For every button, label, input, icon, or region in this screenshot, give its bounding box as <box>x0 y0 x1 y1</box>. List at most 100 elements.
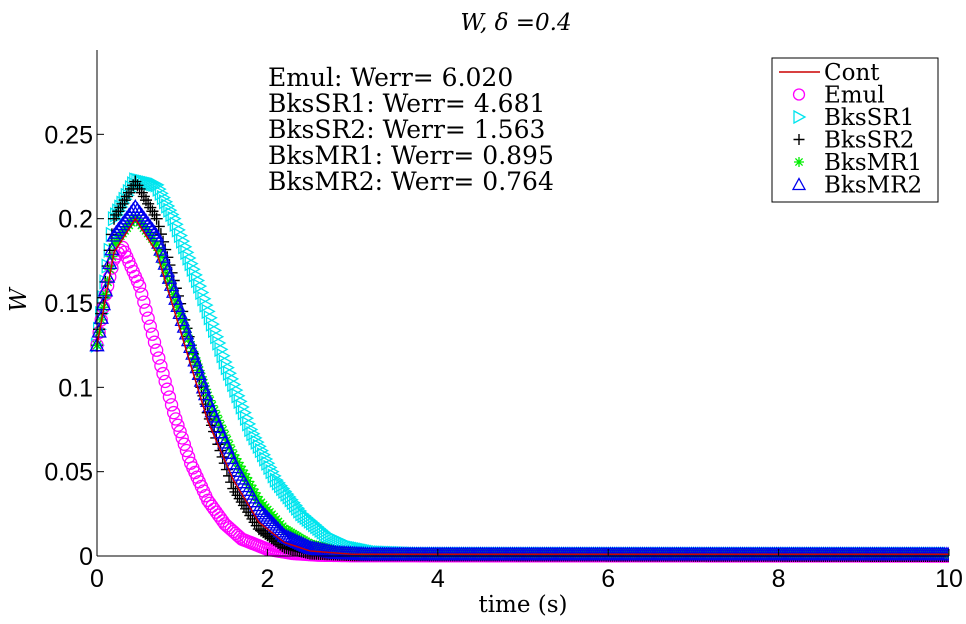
data-point <box>141 311 155 325</box>
data-point <box>180 244 195 261</box>
data-point <box>178 239 193 255</box>
data-point <box>246 483 258 495</box>
data-point <box>149 343 164 357</box>
data-point <box>185 345 201 360</box>
legend-swatch <box>793 134 805 145</box>
data-point <box>106 251 118 263</box>
data-point <box>172 301 184 313</box>
data-point <box>176 233 191 249</box>
series-bkssr2 <box>90 175 956 563</box>
legend-item-bkssr2: BksSR2 <box>793 128 914 154</box>
data-point <box>180 332 197 347</box>
y-axis-label: W <box>6 286 32 312</box>
data-point <box>186 261 201 277</box>
data-point <box>143 319 157 333</box>
x-tick-label: 10 <box>935 565 963 593</box>
data-point <box>167 210 182 227</box>
legend-label: Cont <box>824 60 880 86</box>
data-point <box>176 318 193 333</box>
data-point <box>160 382 174 396</box>
data-point <box>173 227 189 244</box>
data-point <box>177 437 192 451</box>
data-point <box>229 382 244 398</box>
series-cont <box>96 217 949 556</box>
legend-swatch <box>792 88 806 101</box>
data-point <box>203 310 218 326</box>
data-point <box>99 268 116 283</box>
data-point <box>174 311 190 327</box>
data-point <box>153 244 165 256</box>
data-point <box>242 475 254 487</box>
data-point <box>187 352 203 367</box>
data-point <box>137 295 151 309</box>
data-point <box>244 479 256 491</box>
legend-swatch <box>794 157 804 167</box>
data-point <box>210 329 225 345</box>
data-point <box>191 358 203 370</box>
legend-swatch <box>791 177 807 191</box>
legend-item-bksmr1: BksMR1 <box>794 150 922 176</box>
data-point <box>233 393 248 410</box>
annotation-emul: Emul: Werr= 6.020 <box>268 63 513 92</box>
plot-mask-right <box>949 0 966 624</box>
legend-box <box>771 57 939 203</box>
data-point <box>234 460 246 472</box>
x-axis-label: time (s) <box>478 592 567 618</box>
legend-item-cont: Cont <box>779 60 880 86</box>
data-point <box>202 390 214 402</box>
data-point <box>169 216 184 232</box>
data-point <box>222 365 238 381</box>
data-point <box>236 464 248 476</box>
data-point <box>182 250 197 266</box>
data-point <box>173 424 187 439</box>
data-point <box>178 320 190 332</box>
annotation-bkssr2: BksSR2: Werr= 1.563 <box>268 115 545 144</box>
data-point <box>239 410 255 426</box>
data-point <box>235 399 250 415</box>
annotation-bksmr1: BksMR1: Werr= 0.895 <box>268 141 554 170</box>
legend-label: BksMR1 <box>824 150 922 176</box>
data-point <box>242 416 257 432</box>
data-point <box>207 322 223 339</box>
data-point <box>179 443 194 458</box>
data-point <box>174 308 186 320</box>
data-point <box>170 295 182 307</box>
data-point <box>200 383 212 395</box>
data-point <box>132 279 147 293</box>
y-tick-label: 0.2 <box>58 206 93 234</box>
data-point <box>102 254 118 270</box>
data-point <box>293 535 310 550</box>
data-point <box>100 289 112 301</box>
data-point <box>178 325 195 340</box>
annotation-bkssr1: BksSR1: Werr= 4.681 <box>268 89 545 118</box>
data-point <box>139 303 153 317</box>
series-bkssr1 <box>90 172 957 563</box>
data-point <box>189 359 205 374</box>
data-point <box>278 528 295 543</box>
data-point <box>216 348 231 364</box>
data-point <box>176 314 188 326</box>
data-point <box>164 398 179 412</box>
data-point <box>220 359 235 376</box>
data-point <box>183 338 199 354</box>
data-point <box>150 212 163 225</box>
data-point <box>249 487 261 499</box>
data-point <box>169 412 183 426</box>
data-point <box>205 316 220 332</box>
data-point <box>158 374 172 389</box>
series-bksmr2 <box>89 198 957 561</box>
data-point <box>166 405 181 420</box>
data-point <box>300 538 316 553</box>
series-line-cont <box>96 217 949 556</box>
x-tick-label: 2 <box>260 565 274 593</box>
y-tick-label: 0.05 <box>44 459 93 487</box>
x-tick-label: 4 <box>431 565 445 593</box>
data-point <box>201 303 216 320</box>
data-point <box>195 371 207 383</box>
legend-item-bkssr1: BksSR1 <box>793 105 914 131</box>
y-tick-label: 0.15 <box>44 290 93 318</box>
data-point <box>171 418 185 432</box>
data-point <box>188 267 203 283</box>
